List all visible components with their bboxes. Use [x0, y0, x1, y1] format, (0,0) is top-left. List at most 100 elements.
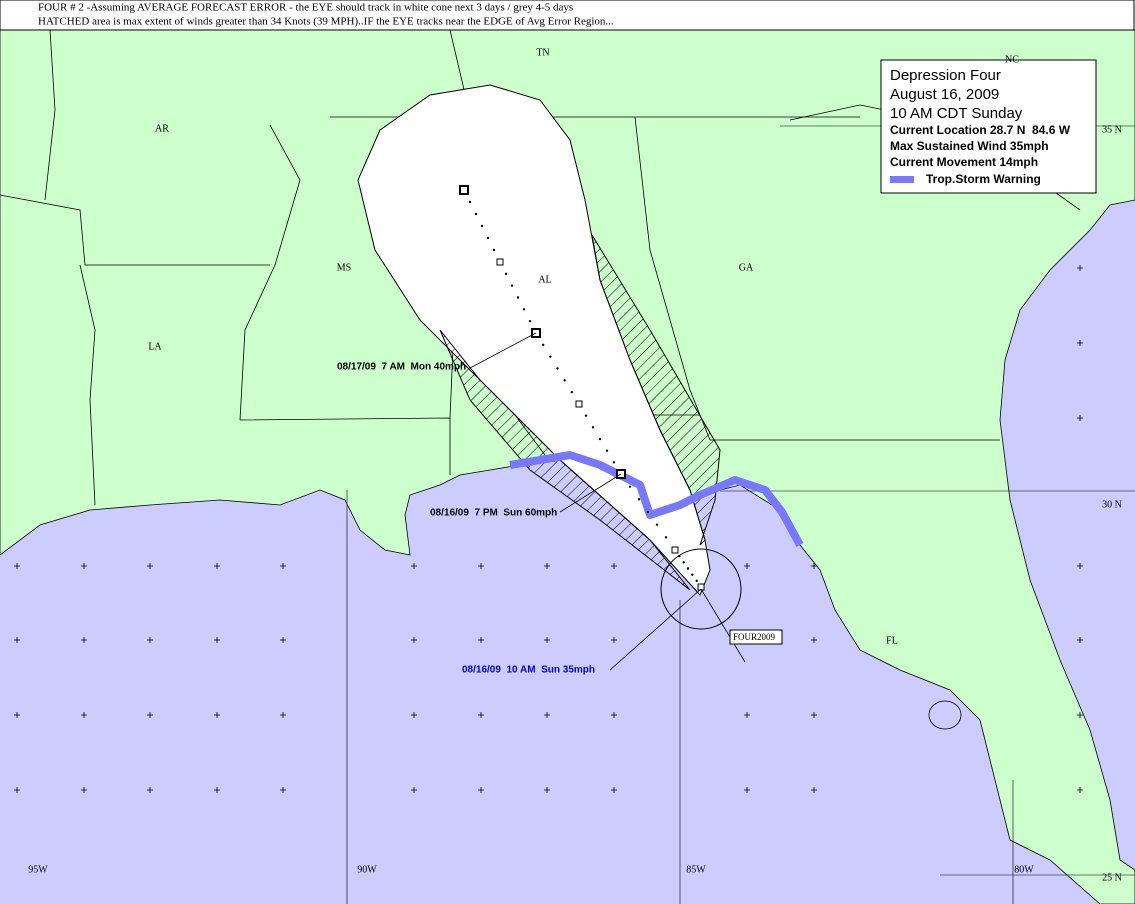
track-dot — [504, 272, 508, 276]
grid-cross — [147, 787, 153, 793]
leaders — [469, 332, 746, 671]
legend-wind: Max Sustained Wind 35mph — [890, 139, 1049, 153]
track-dot — [510, 284, 514, 287]
legend-time: 10 AM CDT Sunday — [890, 105, 1023, 122]
state-label: LA — [148, 341, 162, 352]
grid-cross — [478, 637, 484, 643]
track-dot — [516, 296, 520, 299]
longitude-label: 90W — [357, 864, 377, 875]
track-dot — [570, 390, 574, 394]
track-dot — [492, 248, 496, 252]
grid-cross — [1077, 265, 1083, 271]
land — [0, 29, 1135, 904]
grid-cross — [214, 787, 220, 793]
grid-cross — [411, 787, 417, 793]
track-dot — [591, 426, 595, 429]
track-dot — [549, 355, 552, 358]
border — [79, 264, 96, 506]
track-dot — [563, 379, 566, 382]
leader — [469, 332, 537, 369]
grid-cross — [280, 787, 286, 793]
state-label: GA — [739, 262, 754, 273]
grid-cross — [811, 637, 817, 643]
state-label: NC — [1005, 54, 1019, 65]
leader — [609, 588, 702, 671]
grid-cross — [478, 563, 484, 569]
grid-cross — [478, 712, 484, 718]
grid-cross — [744, 712, 750, 718]
longitude-label: 95W — [28, 864, 48, 875]
grid-cross — [214, 712, 220, 718]
grid-cross — [1077, 637, 1083, 643]
track-dot — [522, 308, 526, 311]
grid-cross — [544, 787, 550, 793]
track-dot — [664, 536, 668, 539]
state-label: FL — [886, 635, 898, 646]
grid-cross — [14, 712, 20, 718]
grid-cross — [14, 563, 20, 569]
header-line: FOUR # 2 -Assuming AVERAGE FORECAST ERRO… — [38, 2, 573, 14]
border — [239, 124, 301, 421]
grid-cross — [811, 787, 817, 793]
grid-crosses — [14, 265, 1083, 793]
track-dot — [598, 437, 602, 441]
border — [634, 116, 1000, 441]
grid-cross — [411, 712, 417, 718]
grid-cross — [611, 563, 617, 569]
grid-cross — [280, 563, 286, 569]
grid-cross — [214, 563, 220, 569]
legend-warning: Trop.Storm Warning — [926, 172, 1041, 186]
track-dot — [605, 449, 609, 452]
state-label: AL — [538, 274, 551, 285]
track-dot — [646, 510, 650, 514]
state-label: TN — [536, 47, 549, 58]
forecast-label: 08/16/09 7 PM Sun 60mph — [430, 508, 557, 519]
track-dot — [584, 414, 588, 417]
grid-cross — [744, 787, 750, 793]
forecast-point — [496, 258, 504, 266]
latitude-label: 35 N — [1102, 124, 1122, 135]
legend-swatch — [890, 176, 914, 183]
grid-cross — [811, 712, 817, 718]
grid-cross — [744, 563, 750, 569]
grid-cross — [411, 563, 417, 569]
latitude-label: 30 N — [1102, 499, 1122, 510]
grid-cross — [611, 787, 617, 793]
state-label: AR — [155, 123, 169, 134]
grid-cross — [81, 787, 87, 793]
wind-hatch — [439, 329, 691, 591]
storm-tag: FOUR2009 — [733, 632, 776, 642]
warning-line — [509, 451, 804, 547]
border — [0, 194, 270, 266]
grid-cross — [14, 637, 20, 643]
grid-cross — [1077, 563, 1083, 569]
track-dot — [556, 367, 559, 370]
track-dot — [541, 343, 545, 347]
graticule — [346, 125, 1135, 904]
track-dot — [637, 498, 641, 501]
longitude-label: 85W — [686, 864, 706, 875]
grid-cross — [1077, 340, 1083, 346]
forecast-point — [459, 185, 469, 195]
legend-location: Current Location 28.7 N 84.6 W — [890, 123, 1071, 137]
grid-cross — [544, 563, 550, 569]
grid-cross — [411, 637, 417, 643]
legend-movement: Current Movement 14mph — [890, 155, 1038, 169]
grid-cross — [81, 563, 87, 569]
forecast-point — [697, 583, 705, 591]
grid-cross — [544, 637, 550, 643]
leader — [559, 473, 622, 513]
grid-cross — [147, 712, 153, 718]
grid-cross — [280, 637, 286, 643]
grid-cross — [81, 637, 87, 643]
lake-okeechobee — [928, 700, 962, 730]
grid-cross — [611, 712, 617, 718]
track-dot — [528, 319, 532, 323]
grid-cross — [214, 637, 220, 643]
header-box — [0, 0, 1135, 31]
track-dot — [655, 523, 659, 526]
current-circle — [660, 548, 742, 630]
track-dot — [686, 567, 690, 570]
forecast-point — [575, 400, 583, 408]
